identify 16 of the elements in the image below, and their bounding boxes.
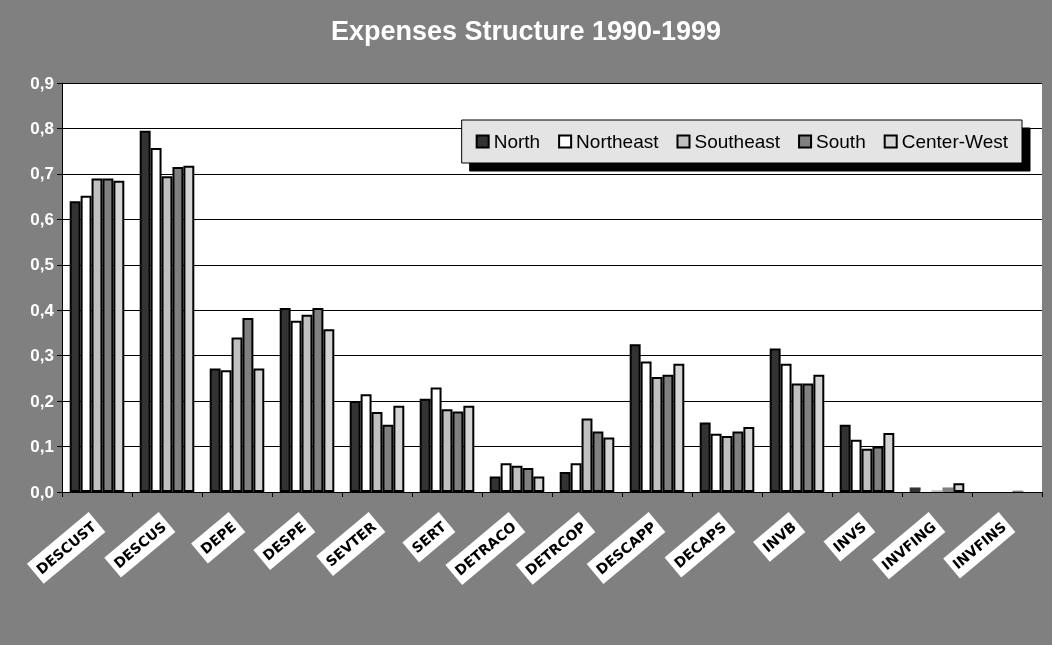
chart-title: Expenses Structure 1990-1999 [330,15,722,46]
legend-label: Northeast [576,131,660,152]
legend-label: South [816,131,866,152]
legend-label: Southeast [694,131,781,152]
y-tick-label: 0,7 [30,164,54,184]
legend-label: North [493,131,541,152]
y-tick-label: 0,0 [30,482,54,502]
y-tick-label: 0,8 [30,118,54,138]
y-tick-label: 0,4 [30,300,55,320]
y-tick-label: 0,6 [30,209,54,229]
y-tick-label: 0,2 [30,391,54,411]
y-tick-label: 0,9 [30,73,54,93]
y-tick-label: 0,1 [30,437,54,457]
y-tick-label: 0,3 [30,346,54,366]
y-tick-label: 0,5 [30,255,54,275]
legend-label: Center-West [901,131,1009,152]
